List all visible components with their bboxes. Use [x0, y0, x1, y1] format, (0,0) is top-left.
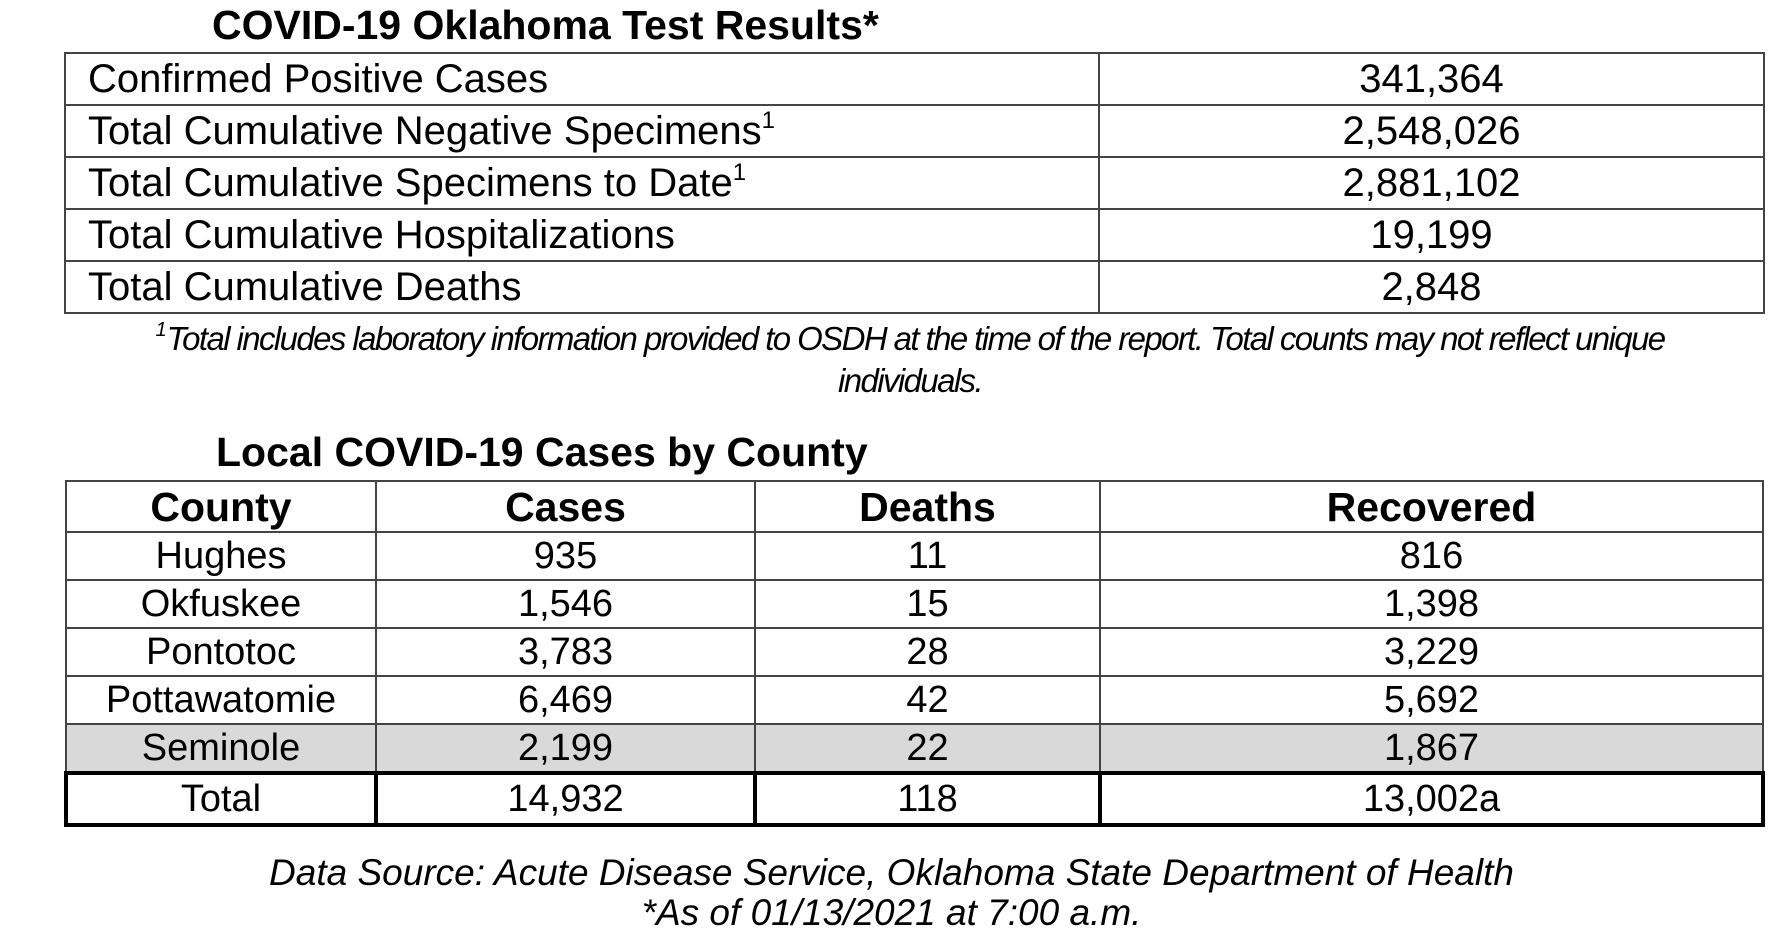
table-row: Confirmed Positive Cases 341,364: [64, 52, 1765, 106]
row-label-cell: Confirmed Positive Cases: [64, 52, 1100, 106]
table-cell: 22: [754, 723, 1101, 774]
row-value: 2,848: [1098, 260, 1765, 314]
table-cell: 1,546: [375, 579, 756, 629]
table-row: Seminole 2,199 22 1,867: [65, 723, 1764, 774]
table-cell: 11: [754, 531, 1101, 581]
row-label-cell: Total Cumulative Hospitalizations: [64, 208, 1100, 262]
source: Data Source: Acute Disease Service, Okla…: [269, 852, 1514, 893]
table-row: Total Cumulative Deaths 2,848: [64, 260, 1765, 314]
table-cell: Recovered: [1099, 480, 1764, 533]
table-cell: 42: [754, 675, 1101, 725]
table-cell: Seminole: [65, 723, 377, 774]
table-cell: 1,867: [1099, 723, 1764, 774]
row-label-cell: Total Cumulative Negative Specimens1: [64, 104, 1100, 158]
row-label: Total Cumulative Specimens to Date: [88, 161, 733, 205]
table-cell: 15: [754, 579, 1101, 629]
table-cell: 1,398: [1099, 579, 1764, 629]
table-cell: 2,199: [375, 723, 756, 774]
table-row: Hughes 935 11 816: [65, 531, 1764, 581]
table-row: Pottawatomie 6,469 42 5,692: [65, 675, 1764, 725]
table-cell: 5,692: [1099, 675, 1764, 725]
row-value: 2,881,102: [1098, 156, 1765, 210]
table-cell: Okfuskee: [65, 579, 377, 629]
row-label: Total Cumulative Deaths: [88, 265, 522, 309]
table-row: Total Cumulative Specimens to Date1 2,881…: [64, 156, 1765, 210]
table-row: Total Cumulative Hospitalizations 19,199: [64, 208, 1765, 262]
note-marker: 1: [761, 107, 776, 134]
table-cell: Pontotoc: [65, 627, 377, 677]
table-cell: Total: [64, 771, 378, 827]
table-row: Pontotoc 3,783 28 3,229: [65, 627, 1764, 677]
table-row: Total Cumulative Negative Specimens1 2,54…: [64, 104, 1765, 158]
table-cell: 118: [753, 771, 1102, 827]
table-cell: Deaths: [754, 480, 1101, 533]
as-of: *As of 01/13/2021 at 7:00 a.m.: [641, 892, 1142, 933]
footnote-text: Total includes laboratory information pr…: [166, 320, 1667, 399]
table-cell: Pottawatomie: [65, 675, 377, 725]
table-cell: 6,469: [375, 675, 756, 725]
row-label: Total Cumulative Hospitalizations: [88, 213, 675, 257]
table-cell: Hughes: [65, 531, 377, 581]
footnote-marker: 1: [155, 319, 167, 341]
county-table: County Cases Deaths Recovered Hughes 935 11 816…: [64, 480, 1765, 827]
table-cell: 3,229: [1099, 627, 1764, 677]
table-cell: 816: [1099, 531, 1764, 581]
total-row: Total 14,932 118 13,002a: [64, 771, 1765, 827]
title: Local COVID-19 Cases by County: [216, 429, 868, 475]
table-cell: County: [65, 480, 377, 533]
row-value: 341,364: [1098, 52, 1765, 106]
table-cell: 935: [375, 531, 756, 581]
row-label: Total Cumulative Negative Specimens: [88, 109, 762, 153]
row-label-cell: Total Cumulative Specimens to Date1: [64, 156, 1100, 210]
test-results-table: Confirmed Positive Cases 341,364 Total Cum…: [64, 52, 1765, 314]
table-cell: 28: [754, 627, 1101, 677]
table-cell: 14,932: [374, 771, 757, 827]
table-cell: Cases: [375, 480, 756, 533]
table-cell: 3,783: [375, 627, 756, 677]
row-label: Confirmed Positive Cases: [88, 57, 549, 101]
table-cell: 13,002a: [1098, 771, 1765, 827]
table-row: Okfuskee 1,546 15 1,398: [65, 579, 1764, 629]
row-value: 2,548,026: [1098, 104, 1765, 158]
footnote: 1Total includes laboratory information p…: [90, 318, 1730, 402]
row-label-cell: Total Cumulative Deaths: [64, 260, 1100, 314]
title: COVID-19 Oklahoma Test Results*: [212, 2, 879, 48]
header-row: County Cases Deaths Recovered: [65, 480, 1764, 533]
note-marker: 1: [732, 159, 747, 186]
row-value: 19,199: [1098, 208, 1765, 262]
